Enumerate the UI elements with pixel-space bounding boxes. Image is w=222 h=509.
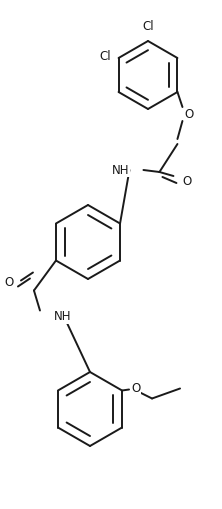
- Text: O: O: [184, 107, 194, 121]
- Text: O: O: [182, 175, 192, 187]
- Text: O: O: [131, 382, 140, 395]
- Text: O: O: [5, 276, 14, 289]
- Text: NH: NH: [112, 163, 129, 177]
- Text: Cl: Cl: [142, 20, 154, 33]
- Text: Cl: Cl: [99, 49, 111, 63]
- Text: NH: NH: [54, 310, 71, 323]
